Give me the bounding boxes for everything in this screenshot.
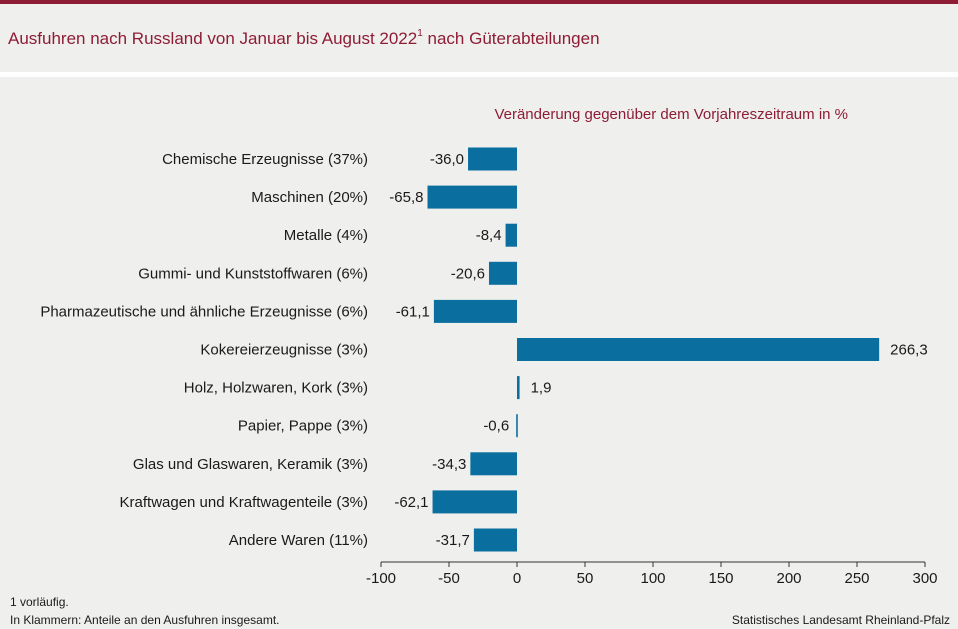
data-label: -8,4	[476, 227, 502, 244]
bar	[516, 414, 518, 438]
bar	[488, 261, 517, 285]
x-tick-label: 100	[640, 570, 665, 587]
data-label: -34,3	[432, 456, 466, 473]
chart-subtitle: Veränderung gegenüber dem Vorjahreszeitr…	[494, 106, 848, 123]
title-divider	[0, 72, 958, 77]
category-label: Pharmazeutische und ähnliche Erzeugnisse…	[40, 303, 368, 320]
x-tick-label: 200	[776, 570, 801, 587]
data-label: -36,0	[430, 151, 464, 168]
data-label: -20,6	[451, 265, 485, 282]
bar	[433, 299, 517, 323]
data-label: -65,8	[389, 189, 423, 206]
category-label: Holz, Holzwaren, Kork (3%)	[184, 380, 368, 397]
data-label: 266,3	[890, 342, 928, 359]
bar	[427, 185, 517, 209]
data-label: 1,9	[531, 380, 552, 397]
category-label: Chemische Erzeugnisse (37%)	[162, 151, 368, 168]
category-label: Kokereierzeugnisse (3%)	[200, 342, 368, 359]
bar	[470, 452, 517, 476]
category-label: Maschinen (20%)	[251, 189, 368, 206]
data-label: -31,7	[436, 532, 470, 549]
x-tick-label: 50	[577, 570, 594, 587]
data-label: -62,1	[394, 494, 428, 511]
footnote-shares: In Klammern: Anteile an den Ausfuhren in…	[10, 613, 280, 627]
bar	[517, 338, 880, 361]
x-tick-label: -50	[438, 570, 460, 587]
bar	[517, 376, 520, 400]
category-label: Papier, Pappe (3%)	[238, 418, 368, 435]
chart-title: Ausfuhren nach Russland von Januar bis A…	[8, 28, 600, 48]
source-credit: Statistisches Landesamt Rheinland-Pfalz	[731, 613, 950, 627]
category-label: Kraftwagen und Kraftwagenteile (3%)	[120, 494, 368, 511]
x-tick-label: 300	[912, 570, 937, 587]
bar	[473, 528, 517, 552]
top-accent-bar	[0, 0, 958, 4]
footnote-preliminary: 1 vorläufig.	[10, 595, 69, 609]
category-label: Glas und Glaswaren, Keramik (3%)	[133, 456, 368, 473]
category-label: Andere Waren (11%)	[229, 532, 368, 549]
x-tick-label: -100	[366, 570, 396, 587]
title-band	[0, 4, 958, 72]
x-tick-label: 0	[513, 570, 521, 587]
x-tick-label: 250	[844, 570, 869, 587]
data-label: -61,1	[396, 303, 430, 320]
bar	[468, 147, 517, 171]
data-label: -0,6	[483, 418, 509, 435]
bar	[432, 490, 517, 514]
bar	[505, 223, 517, 247]
x-tick-label: 150	[708, 570, 733, 587]
category-label: Metalle (4%)	[284, 227, 368, 244]
category-label: Gummi- und Kunststoffwaren (6%)	[138, 265, 368, 282]
